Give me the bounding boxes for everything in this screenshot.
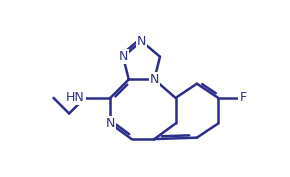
Text: N: N xyxy=(150,73,159,86)
Text: N: N xyxy=(106,117,115,130)
Text: N: N xyxy=(118,50,128,63)
Text: HN: HN xyxy=(66,91,85,104)
Text: F: F xyxy=(240,91,246,104)
Text: N: N xyxy=(137,35,146,48)
